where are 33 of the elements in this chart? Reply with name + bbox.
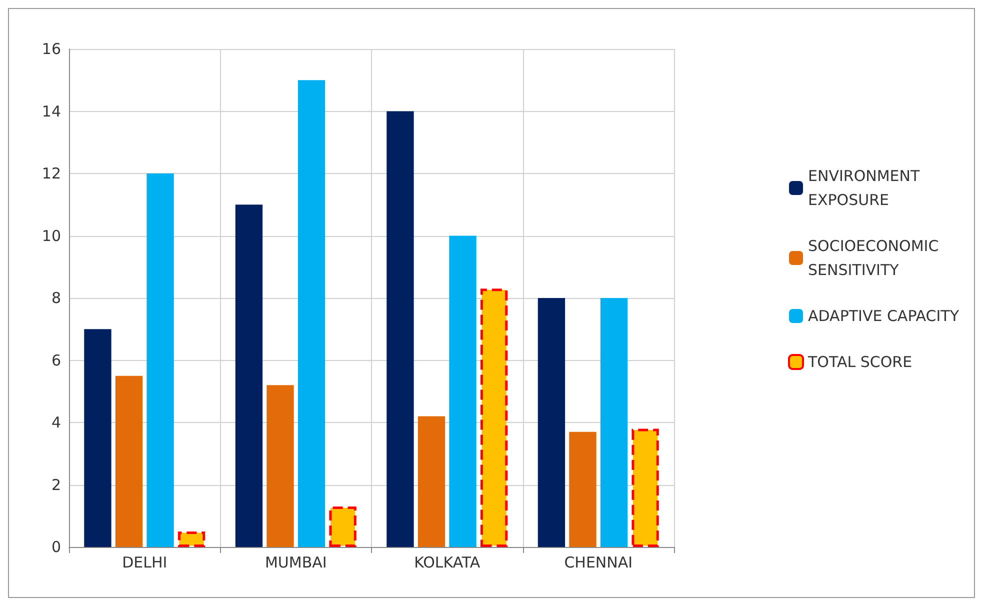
bar: [418, 416, 446, 547]
bar: [329, 506, 356, 547]
x-tick-label: DELHI: [122, 554, 168, 572]
bar: [538, 298, 566, 547]
bar: [600, 298, 628, 547]
y-tick-label: 8: [51, 289, 61, 307]
bar: [266, 385, 294, 547]
bar: [386, 111, 414, 547]
y-tick-label: 12: [42, 164, 61, 182]
bar: [569, 432, 596, 547]
bar: [235, 204, 263, 547]
y-tick-label: 16: [42, 40, 61, 58]
y-tick-label: 2: [51, 476, 61, 494]
legend-label: TOTAL SCORE: [807, 353, 912, 371]
bar: [480, 288, 508, 547]
y-tick-label: 0: [51, 538, 61, 556]
legend-label: ADAPTIVE CAPACITY: [808, 307, 960, 325]
x-tick-label: KOLKATA: [414, 554, 481, 572]
bar: [632, 428, 659, 547]
y-tick-label: 10: [42, 226, 61, 245]
bar: [298, 80, 326, 547]
bar: [84, 329, 112, 547]
bar: [115, 376, 143, 547]
bar: [178, 531, 206, 547]
legend-label: SOCIOECONOMIC SENSITIVITY: [808, 237, 939, 279]
bar: [449, 236, 476, 547]
bar: [146, 174, 174, 547]
y-tick-label: 6: [51, 351, 61, 370]
y-tick-label: 4: [51, 414, 61, 432]
y-tick-label: 14: [42, 102, 61, 120]
x-tick-label: CHENNAI: [564, 554, 633, 572]
x-tick-label: MUMBAI: [264, 554, 327, 572]
legend-label: ENVIRONMENT EXPOSURE: [808, 167, 920, 209]
